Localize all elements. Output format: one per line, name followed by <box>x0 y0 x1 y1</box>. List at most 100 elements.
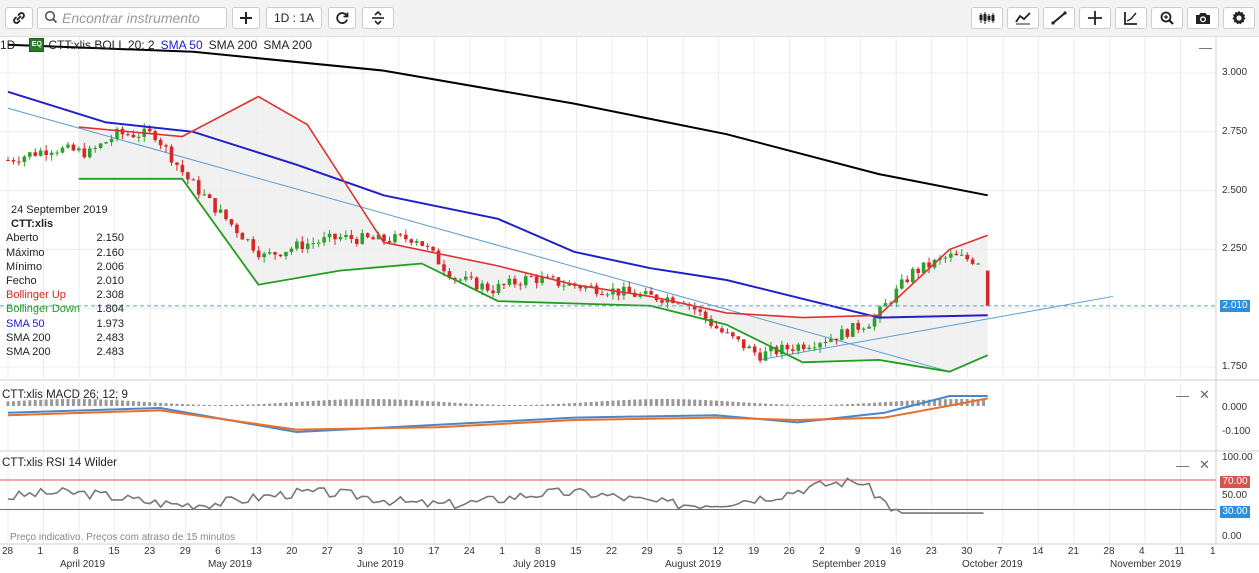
refresh-button[interactable] <box>328 7 356 29</box>
candle-body <box>137 136 141 138</box>
close-icon[interactable]: ✕ <box>1199 387 1210 402</box>
macd-histogram-bar <box>131 401 135 406</box>
ohlc-infobox: 24 September 2019 CTT:xlis Aberto 2.150 Má… <box>6 203 124 359</box>
macd-histogram-bar <box>235 404 239 406</box>
crosshair-button[interactable] <box>1079 7 1111 29</box>
macd-histogram-bar <box>360 399 364 406</box>
macd-histogram-bar <box>611 400 615 406</box>
time-axis-day: 23 <box>144 546 156 557</box>
infobox-row: SMA 200 2.483 <box>6 345 124 359</box>
infobox-row: SMA 50 1.973 <box>6 317 124 331</box>
macd-histogram-bar <box>524 404 528 406</box>
macd-histogram-bar <box>486 404 490 406</box>
macd-histogram-bar <box>273 403 277 406</box>
candle-body <box>818 343 822 348</box>
candle-body <box>491 290 495 294</box>
macd-histogram-bar <box>44 399 48 406</box>
instrument-search[interactable] <box>37 7 227 29</box>
candle-body <box>861 328 866 330</box>
candle-body <box>840 329 844 341</box>
pane-minimize-icon[interactable]: — <box>1176 458 1189 473</box>
macd-histogram-bar <box>453 402 457 406</box>
candle-body <box>496 284 501 294</box>
legend-symbol[interactable]: CTT:xlis BOLL 20; 2 <box>48 38 155 52</box>
candle-body <box>567 283 572 286</box>
macd-histogram-bar <box>725 401 729 406</box>
macd-histogram-bar <box>513 404 517 406</box>
axis-button[interactable] <box>1115 7 1147 29</box>
candle-body <box>752 346 757 353</box>
indicators-button[interactable] <box>971 7 1003 29</box>
candle-body <box>703 311 708 319</box>
infobox-value: 2.006 <box>96 260 124 273</box>
macd-histogram-bar <box>338 399 342 406</box>
chart-legend: 1D EQ CTT:xlis BOLL 20; 2 SMA 50 SMA 200… <box>0 37 312 53</box>
macd-histogram-bar <box>153 402 157 406</box>
macd-histogram-bar <box>824 404 827 406</box>
candle-body <box>66 144 70 148</box>
timeframe-button[interactable]: 1D : 1A <box>266 7 322 29</box>
candle-body <box>872 317 877 327</box>
macd-histogram-bar <box>698 399 702 406</box>
candle-body <box>796 344 801 351</box>
infobox-value: 1.973 <box>96 317 124 330</box>
macd-histogram-bar <box>764 403 768 406</box>
pane-minimize-icon[interactable]: — <box>1176 388 1189 403</box>
candle-body <box>349 235 354 239</box>
current-price-badge: 2.010 <box>1220 299 1250 312</box>
legend-sma50[interactable]: SMA 50 <box>160 38 203 52</box>
macd-legend[interactable]: CTT:xlis MACD 26; 12; 9 <box>2 389 128 401</box>
link-button[interactable] <box>5 7 33 29</box>
candles-icon <box>979 11 995 25</box>
macd-histogram-bar <box>927 399 931 406</box>
macd-histogram-bar <box>88 399 92 406</box>
macd-histogram-bar <box>317 400 321 406</box>
candle-body <box>175 162 179 165</box>
candle-body <box>758 352 762 361</box>
compare-button[interactable] <box>362 7 394 29</box>
time-axis-day: 9 <box>854 546 861 557</box>
candle-body <box>305 243 310 250</box>
rsi-line <box>7 477 984 514</box>
search-input[interactable] <box>58 10 226 26</box>
candle-body <box>589 285 593 287</box>
add-button[interactable] <box>232 7 260 29</box>
infobox-value: 2.483 <box>96 346 124 359</box>
candle-body <box>502 284 506 286</box>
macd-histogram-bar <box>262 403 266 406</box>
candle-body <box>594 285 599 295</box>
legend-sma200-b[interactable]: SMA 200 <box>263 38 313 52</box>
close-icon[interactable]: ✕ <box>1199 457 1210 472</box>
rsi-legend[interactable]: CTT:xlis RSI 14 Wilder <box>2 457 118 469</box>
zoom-button[interactable] <box>1151 7 1183 29</box>
candle-body <box>769 346 773 352</box>
macd-histogram-bar <box>175 403 179 406</box>
macd-histogram-bar <box>507 404 511 406</box>
macd-histogram-bar <box>933 399 936 406</box>
candle-body <box>300 241 305 250</box>
macd-histogram-bar <box>682 399 686 406</box>
time-axis-day: 12 <box>712 546 724 557</box>
time-axis-month: May 2019 <box>208 559 252 570</box>
legend-sma200-a[interactable]: SMA 200 <box>208 38 258 52</box>
sma50-line <box>7 90 988 319</box>
chart-type-button[interactable] <box>1007 7 1039 29</box>
time-axis-month: October 2019 <box>962 559 1023 570</box>
snapshot-button[interactable] <box>1187 7 1219 29</box>
draw-line-button[interactable] <box>1043 7 1075 29</box>
minimize-icon[interactable]: — <box>1199 40 1212 55</box>
time-axis-day: 11 <box>1174 546 1185 557</box>
candle-body <box>98 143 103 148</box>
macd-axis-1: -0.100 <box>1222 426 1251 437</box>
candle-body <box>191 179 196 181</box>
settings-button[interactable] <box>1223 7 1255 29</box>
candle-body <box>17 161 21 163</box>
macd-histogram-bar <box>873 402 877 406</box>
macd-histogram-bar <box>665 399 669 406</box>
time-axis-day: 1 <box>499 546 505 557</box>
time-axis-day: 4 <box>1138 546 1145 557</box>
macd-histogram-bar <box>213 404 217 406</box>
candle-body <box>540 276 544 283</box>
candle-body <box>207 194 212 199</box>
